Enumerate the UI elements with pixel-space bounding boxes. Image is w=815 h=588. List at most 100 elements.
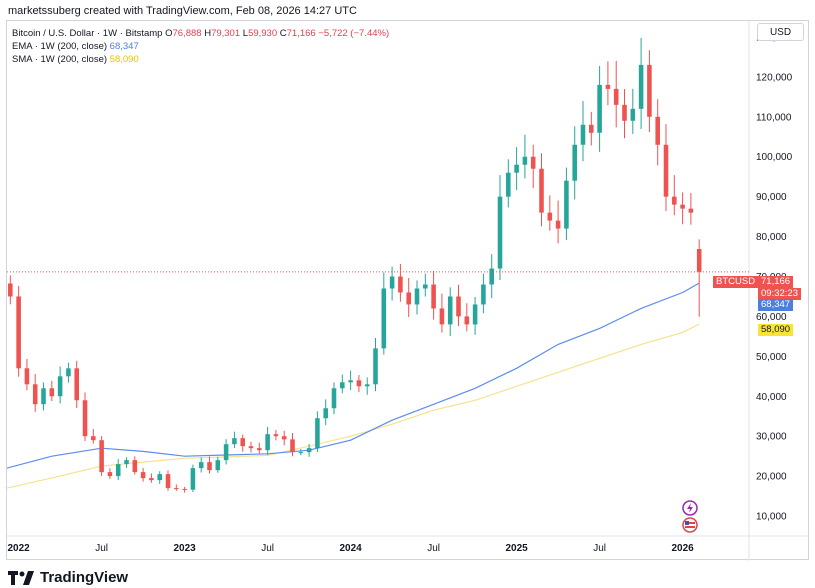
candle-body[interactable] [257,448,262,451]
candle-body[interactable] [647,64,652,117]
candle-body[interactable] [672,196,677,205]
candle-body[interactable] [149,478,154,481]
candle-body[interactable] [132,460,138,473]
candle-body[interactable] [223,444,229,461]
candle-body[interactable] [323,408,328,419]
candle-body[interactable] [364,384,370,387]
candle-body[interactable] [456,296,461,317]
change-value: −5,722 (−7.44%) [318,28,390,39]
candle-body[interactable] [57,376,63,397]
candle-body[interactable] [190,468,196,490]
candle-body[interactable] [447,296,453,325]
candle-body[interactable] [439,308,445,325]
candle-body[interactable] [539,168,544,213]
x-tick-label: 2022 [7,543,30,554]
candle-body[interactable] [431,284,436,309]
footer-brand: TradingView [8,569,128,586]
candle-body[interactable] [165,474,171,489]
candle-body[interactable] [497,196,503,269]
chart-area[interactable]: 10,00020,00030,00040,00050,00060,00070,0… [6,20,810,561]
candle-body[interactable] [423,284,428,289]
candle-body[interactable] [49,388,55,397]
high-label: H [204,28,212,39]
y-tick-label: 30,000 [756,432,787,443]
legend-sma-row[interactable]: SMA · 1W (200, close) 58,090 [12,53,389,66]
candle-body[interactable] [572,144,577,181]
candle-body[interactable] [16,296,21,369]
candle-body[interactable] [472,304,478,325]
candle-body[interactable] [41,388,46,405]
ema-value: 68,347 [109,41,139,52]
candle-body[interactable] [32,384,38,405]
legend-symbol-row: Bitcoin / U.S. Dollar · 1W · Bitstamp O7… [12,27,389,40]
candle-body[interactable] [8,283,13,297]
candle-body[interactable] [655,116,660,145]
candle-body[interactable] [198,462,204,469]
candle-body[interactable] [298,452,304,454]
candle-body[interactable] [638,64,644,109]
candle-body[interactable] [290,439,295,453]
candle-body[interactable] [107,472,113,477]
candle-body[interactable] [82,400,88,437]
candle-body[interactable] [514,164,519,173]
chart-event-icons[interactable] [680,500,704,536]
candle-body[interactable] [99,440,104,473]
price-chart[interactable]: 10,00020,00030,00040,00050,00060,00070,0… [7,21,810,561]
candle-body[interactable] [248,446,254,449]
candle-body[interactable] [340,382,345,389]
candle-body[interactable] [232,438,237,445]
candle-body[interactable] [182,488,187,490]
candle-body[interactable] [630,108,636,121]
candle-body[interactable] [207,462,212,471]
candle-body[interactable] [663,144,669,197]
candle-body[interactable] [547,212,553,221]
candle-body[interactable] [265,434,270,451]
candle-body[interactable] [680,204,685,209]
candle-body[interactable] [406,292,411,305]
candle-body[interactable] [555,220,561,229]
candle-body[interactable] [66,368,71,377]
candle-body[interactable] [74,368,80,401]
candle-body[interactable] [414,288,420,305]
candle-body[interactable] [564,180,569,229]
candle-body[interactable] [381,288,387,349]
candle-body[interactable] [605,84,611,89]
legend-ema-row[interactable]: EMA · 1W (200, close) 68,347 [12,40,389,53]
candle-body[interactable] [91,436,96,441]
candle-body[interactable] [331,388,337,409]
candle-body[interactable] [373,348,378,385]
candle-body[interactable] [24,368,30,385]
candle-body[interactable] [506,172,511,197]
ema-label: EMA · 1W (200, close) [12,41,108,52]
candle-body[interactable] [140,472,146,479]
open-value: 76,888 [172,28,202,39]
candle-body[interactable] [115,464,121,477]
candle-body[interactable] [530,156,536,169]
candle-body[interactable] [273,434,279,437]
candle-body[interactable] [315,418,320,449]
candle-body[interactable] [489,268,494,285]
candle-body[interactable] [240,438,245,447]
currency-button[interactable]: USD [757,23,804,41]
candle-body[interactable] [348,380,353,383]
candle-body[interactable] [157,474,162,481]
candle-body[interactable] [464,316,470,325]
candle-body[interactable] [398,276,403,293]
candle-body[interactable] [522,156,528,165]
candle-body[interactable] [306,448,312,453]
candle-body[interactable] [356,380,362,387]
candle-body[interactable] [622,104,627,121]
candle-body[interactable] [281,436,287,440]
candle-body[interactable] [389,276,395,289]
candle-body[interactable] [696,249,702,272]
candle-body[interactable] [215,460,221,471]
candle-body[interactable] [124,460,129,465]
candle-body[interactable] [481,284,486,305]
legend-symbol[interactable]: Bitcoin / U.S. Dollar · 1W · Bitstamp [12,28,163,39]
candle-body[interactable] [613,88,619,105]
candle-body[interactable] [589,124,594,133]
candle-body[interactable] [688,208,694,213]
candle-body[interactable] [580,124,586,145]
candle-body[interactable] [597,84,602,133]
candle-body[interactable] [174,488,179,490]
